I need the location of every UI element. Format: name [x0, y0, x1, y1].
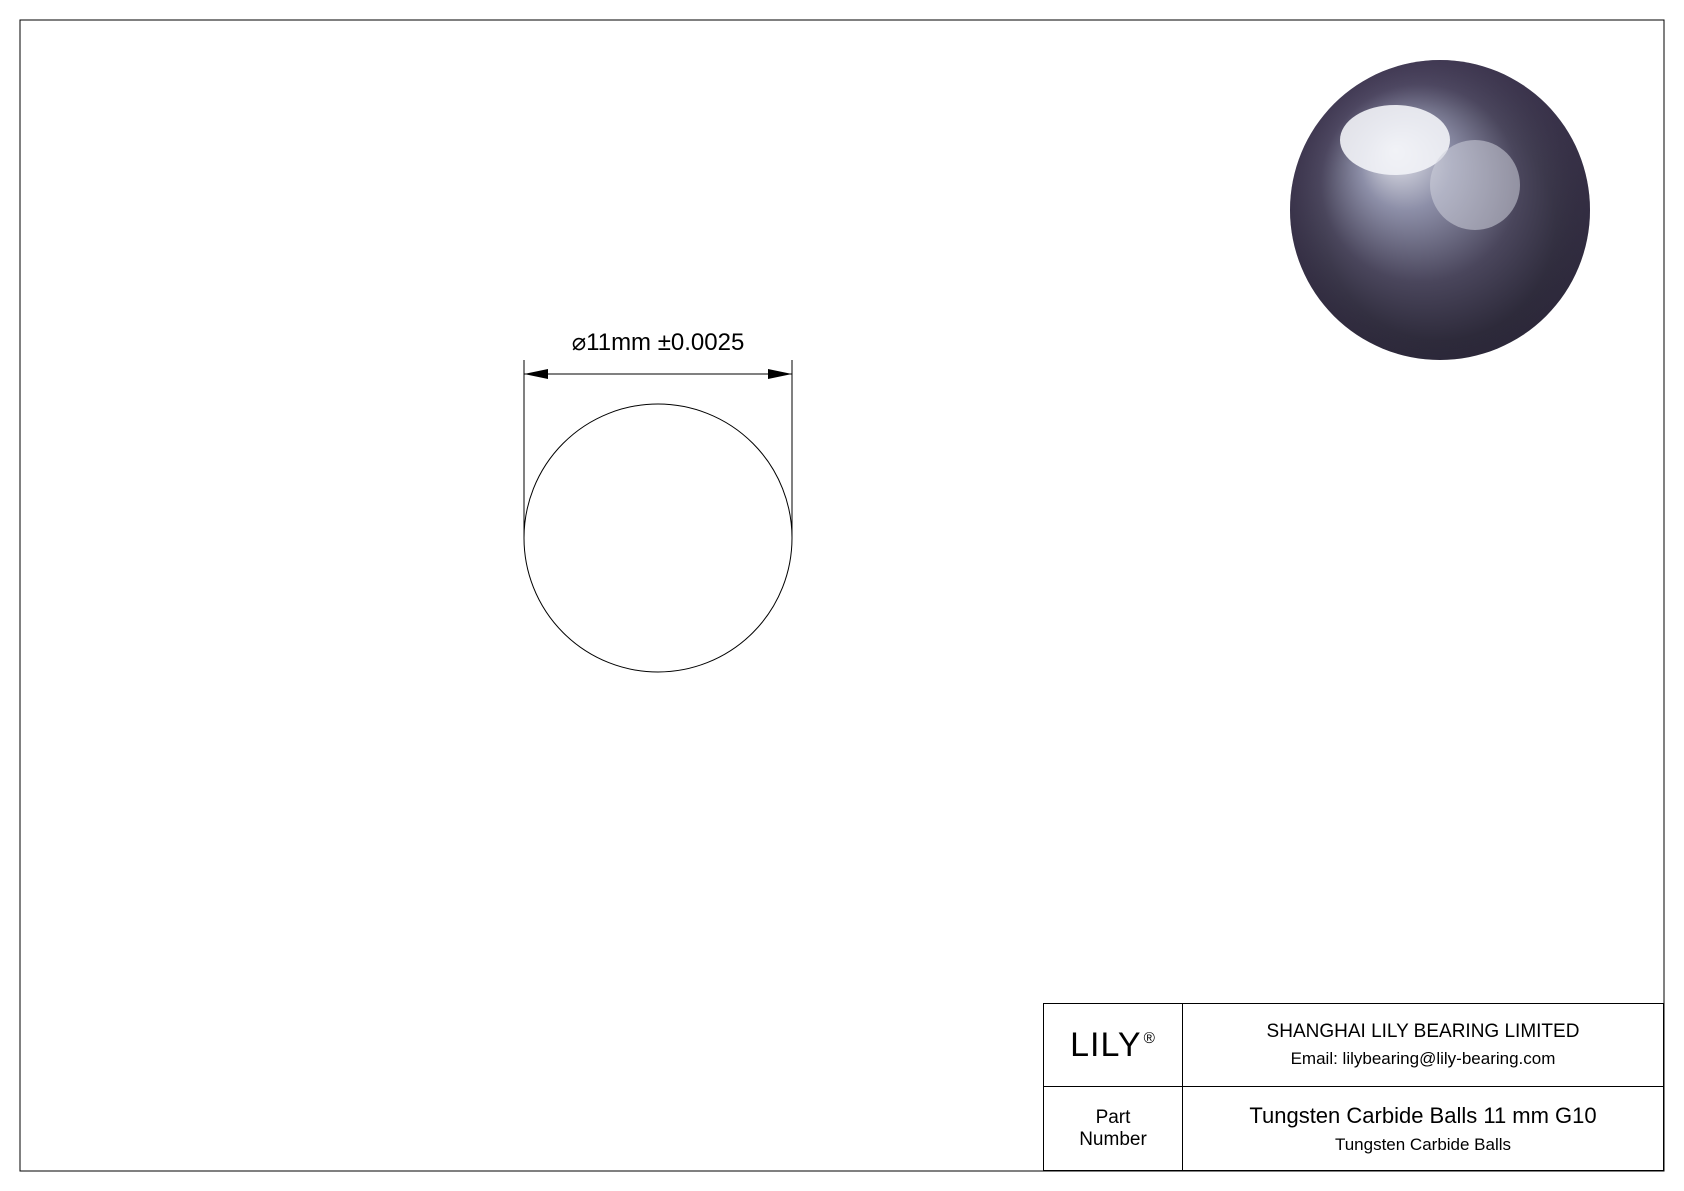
company-email: Email: lilybearing@lily-bearing.com [1291, 1049, 1556, 1069]
part-label-line1: Part [1096, 1107, 1131, 1129]
part-number-cell: Part Number [1043, 1086, 1183, 1171]
dimension-label: ⌀11mm ±0.0025 [572, 329, 745, 356]
logo-name: LILY [1070, 1026, 1141, 1064]
page-root: ⌀11mm ±0.0025 LILY® SHANGHAI LILY BEARIN… [0, 0, 1684, 1191]
company-name: SHANGHAI LILY BEARING LIMITED [1267, 1021, 1580, 1043]
product-cell: Tungsten Carbide Balls 11 mm G10 Tungste… [1182, 1086, 1664, 1171]
ball-outline-circle [524, 404, 792, 672]
logo-cell: LILY® [1043, 1003, 1183, 1087]
title-block: LILY® SHANGHAI LILY BEARING LIMITED Emai… [1043, 1003, 1664, 1171]
part-label-line2: Number [1079, 1129, 1147, 1151]
registered-mark-icon: ® [1144, 1030, 1156, 1047]
product-subtitle: Tungsten Carbide Balls [1335, 1135, 1511, 1155]
dimension-arrow-right [768, 369, 792, 379]
company-cell: SHANGHAI LILY BEARING LIMITED Email: lil… [1182, 1003, 1664, 1087]
logo-text: LILY® [1070, 1026, 1156, 1065]
rendered-ball-image [1290, 60, 1590, 360]
dimension-arrow-left [524, 369, 548, 379]
product-title: Tungsten Carbide Balls 11 mm G10 [1249, 1103, 1596, 1129]
